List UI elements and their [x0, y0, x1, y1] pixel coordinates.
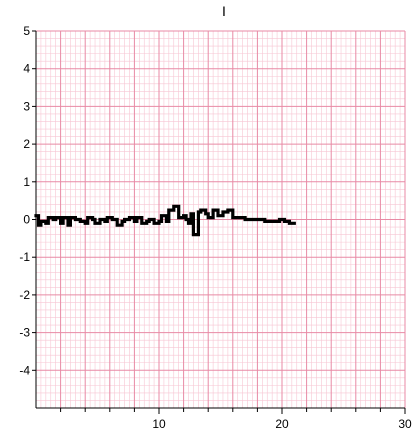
x-tick-label: 20 — [275, 417, 289, 431]
y-tick-label: -1 — [19, 250, 30, 264]
chart-title: I — [222, 3, 226, 19]
series-line — [34, 204, 296, 237]
series-layer — [34, 204, 296, 237]
y-tick-label: 1 — [23, 175, 30, 189]
x-tick-label: 30 — [398, 417, 412, 431]
x-tick-label: 10 — [152, 417, 166, 431]
y-tick-label: 3 — [23, 99, 30, 113]
y-tick-label: 2 — [23, 137, 30, 151]
y-tick-label: -4 — [19, 363, 30, 377]
y-tick-label: 4 — [23, 62, 30, 76]
y-tick-label: 0 — [23, 213, 30, 227]
y-tick-label: -3 — [19, 326, 30, 340]
y-tick-label: 5 — [23, 24, 30, 38]
y-tick-label: -2 — [19, 288, 30, 302]
axes — [32, 30, 406, 414]
